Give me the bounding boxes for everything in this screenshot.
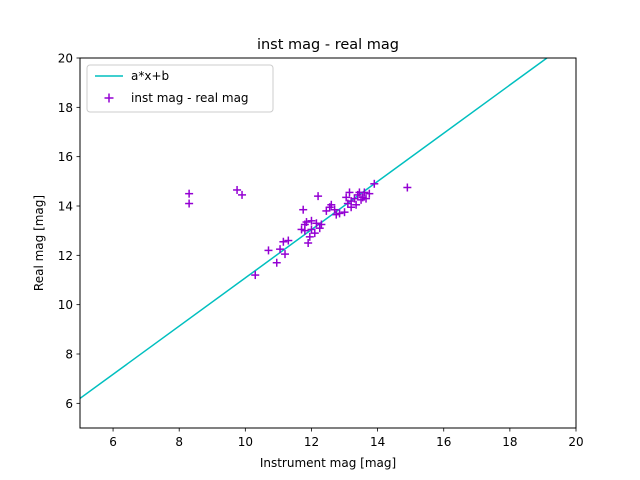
- data-point: [300, 226, 309, 235]
- data-point: [370, 179, 379, 188]
- data-point: [335, 209, 344, 218]
- x-axis-label: Instrument mag [mag]: [260, 456, 396, 470]
- data-point: [281, 250, 290, 259]
- x-tick-label: 20: [568, 435, 583, 449]
- x-tick-label: 18: [502, 435, 517, 449]
- data-point: [347, 203, 356, 212]
- y-tick-label: 16: [58, 150, 73, 164]
- legend-label-fit: a*x+b: [131, 69, 169, 83]
- data-point: [314, 192, 323, 201]
- data-point: [185, 199, 194, 208]
- data-point: [327, 200, 336, 209]
- data-point: [360, 188, 369, 197]
- data-point: [238, 190, 247, 199]
- data-point: [305, 232, 314, 241]
- chart-title: inst mag - real mag: [257, 37, 399, 53]
- y-axis-label: Real mag [mag]: [32, 195, 46, 291]
- data-point: [315, 224, 324, 233]
- x-tick-label: 10: [238, 435, 253, 449]
- y-tick-label: 14: [58, 200, 73, 214]
- x-tick-label: 6: [109, 435, 117, 449]
- data-point: [362, 194, 371, 203]
- x-tick-label: 16: [436, 435, 451, 449]
- y-tick-label: 18: [58, 101, 73, 115]
- data-point: [312, 219, 321, 228]
- data-point: [272, 258, 281, 267]
- y-tick-label: 20: [58, 52, 73, 66]
- y-tick-label: 8: [65, 348, 73, 362]
- data-point: [279, 237, 288, 246]
- legend: a*x+b inst mag - real mag: [86, 64, 274, 113]
- data-point: [307, 216, 316, 225]
- data-point: [299, 205, 308, 214]
- x-tick-label: 14: [370, 435, 385, 449]
- data-point: [233, 185, 242, 194]
- data-point: [284, 236, 293, 245]
- legend-label-points: inst mag - real mag: [131, 91, 249, 105]
- data-point: [340, 208, 349, 217]
- data-point: [310, 229, 319, 238]
- data-point: [345, 188, 354, 197]
- data-point: [317, 220, 326, 229]
- data-point: [251, 271, 260, 280]
- data-point: [352, 200, 361, 209]
- data-point: [403, 183, 412, 192]
- legend-box: [86, 64, 274, 113]
- y-tick-label: 12: [58, 249, 73, 263]
- data-point: [264, 246, 273, 255]
- data-point: [185, 189, 194, 198]
- axis-ticks: 6 8 10 12 14 16 18 20 6 8 10 12 14 16 18 20: [58, 52, 584, 450]
- legend-marker-swatch: [104, 93, 114, 103]
- y-tick-label: 10: [58, 298, 73, 312]
- plot-frame: [79, 57, 577, 429]
- plot-area: [80, 58, 548, 400]
- data-point: [304, 239, 313, 247]
- data-point: [276, 245, 285, 254]
- data-point: [302, 218, 311, 227]
- y-tick-label: 6: [65, 397, 73, 411]
- data-point: [330, 205, 339, 214]
- data-point: [365, 189, 374, 198]
- x-tick-label: 12: [304, 435, 319, 449]
- fit-line: [80, 58, 548, 400]
- x-tick-label: 8: [175, 435, 183, 449]
- data-point: [342, 193, 351, 202]
